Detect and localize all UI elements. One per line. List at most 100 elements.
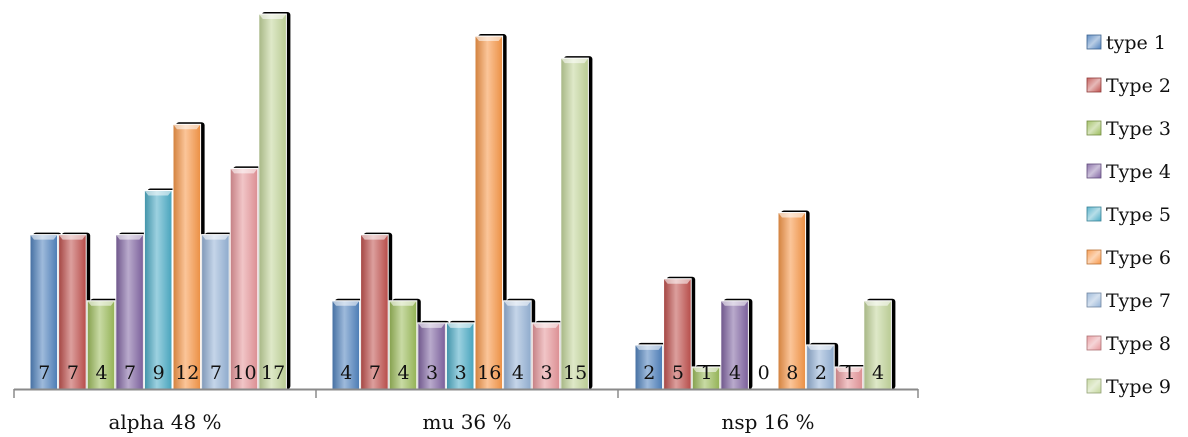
bar-highlight [446, 322, 474, 328]
bar: Type 9: 4 [863, 300, 892, 390]
legend-swatch [1086, 77, 1102, 93]
bar-highlight [835, 366, 863, 372]
legend-label: Type 3 [1106, 118, 1171, 140]
bar-highlight [806, 344, 835, 350]
data-label: 4 [397, 362, 409, 384]
data-label: 17 [261, 362, 285, 384]
bar-highlight [863, 300, 892, 306]
bar-highlight [87, 300, 115, 306]
legend-item: Type 2 [1086, 75, 1171, 97]
legend-swatch [1086, 206, 1102, 222]
legend-item: type 1 [1086, 32, 1166, 54]
data-label: 1 [843, 362, 855, 384]
legend-swatch [1086, 335, 1102, 351]
legend-label: Type 2 [1106, 75, 1171, 97]
bar-highlight [663, 278, 692, 284]
data-label: 7 [67, 362, 79, 384]
x-tick-label: mu 36 % [422, 410, 511, 434]
bar: Type 6: 8 [777, 212, 807, 390]
data-label: 16 [477, 362, 501, 384]
x-tick-label: nsp 16 % [721, 410, 814, 434]
bar-highlight [389, 300, 417, 306]
bar-highlight [475, 36, 503, 42]
bar-highlight [503, 300, 532, 306]
data-label: 7 [38, 362, 50, 384]
legend-item: Type 3 [1086, 118, 1171, 140]
legend-label: type 1 [1106, 32, 1166, 54]
bar-highlight [230, 168, 258, 174]
legend-swatch [1086, 378, 1102, 394]
data-label: 8 [786, 362, 798, 384]
bar: type 1: 7 [29, 234, 59, 390]
bar-highlight [692, 366, 720, 372]
data-label: 15 [563, 362, 587, 384]
legend-item: Type 5 [1086, 204, 1171, 226]
data-label: 3 [540, 362, 552, 384]
bar-highlight [201, 234, 230, 240]
bar-highlight [258, 14, 287, 19]
legend-swatch [1086, 34, 1102, 50]
legend-label: Type 7 [1106, 290, 1171, 312]
data-label: 9 [153, 362, 165, 384]
bar-highlight [58, 234, 87, 240]
data-label: 4 [512, 362, 524, 384]
data-label: 7 [124, 362, 136, 384]
legend-label: Type 9 [1106, 376, 1171, 398]
data-label: 10 [232, 362, 256, 384]
bar: Type 7: 4 [503, 300, 532, 390]
data-label: 3 [426, 362, 438, 384]
data-label: 4 [729, 362, 741, 384]
data-label: 7 [210, 362, 222, 384]
bar: Type 9: 17 [258, 13, 287, 390]
data-label: 4 [95, 362, 107, 384]
bar-highlight [30, 234, 58, 240]
bar: Type 7: 7 [201, 234, 230, 390]
bar: Type 3: 4 [388, 300, 418, 390]
bar-highlight [532, 322, 560, 328]
data-label: 2 [815, 362, 827, 384]
bar-highlight [560, 58, 589, 64]
data-label: 4 [872, 362, 884, 384]
data-label: 5 [672, 362, 684, 384]
bar: Type 4: 7 [115, 234, 144, 390]
bar: Type 6: 16 [474, 35, 504, 390]
bar-highlight [360, 234, 389, 240]
legend-label: Type 6 [1106, 247, 1171, 269]
data-label: 4 [340, 362, 352, 384]
bar-highlight [115, 234, 144, 240]
legend: type 1 Type 2 Type 3 Type 4 Type 5 Type 6 Type… [1086, 32, 1171, 398]
bar: Type 8: 3 [531, 322, 561, 390]
data-label: 0 [758, 362, 770, 384]
data-label: 3 [455, 362, 467, 384]
bar-highlight [417, 322, 446, 328]
bar: Type 9: 15 [560, 57, 589, 390]
bar-highlight [720, 300, 749, 306]
bar: Type 4: 4 [720, 300, 749, 390]
bar-highlight [144, 190, 172, 196]
bar-highlight [778, 212, 806, 218]
bar: type 1: 4 [331, 300, 361, 390]
legend-label: Type 8 [1106, 333, 1171, 355]
bar: Type 8: 10 [229, 167, 259, 390]
bar-highlight [173, 124, 201, 130]
legend-item: Type 8 [1086, 333, 1171, 355]
bar: Type 6: 12 [172, 123, 202, 390]
bar-highlight [332, 300, 360, 306]
data-label: 2 [643, 362, 655, 384]
bar: Type 5: 3 [445, 322, 475, 390]
legend-item: Type 9 [1086, 376, 1171, 398]
legend-swatch [1086, 292, 1102, 308]
legend-swatch [1086, 120, 1102, 136]
legend-item: Type 6 [1086, 247, 1171, 269]
x-axis: alpha 48 % mu 36 % nsp 16 % [13, 388, 919, 434]
legend-swatch [1086, 163, 1102, 179]
bar: Type 7: 2 [806, 344, 835, 390]
data-label: 12 [175, 362, 199, 384]
legend-label: Type 4 [1106, 161, 1171, 183]
bar-highlight [635, 344, 663, 350]
